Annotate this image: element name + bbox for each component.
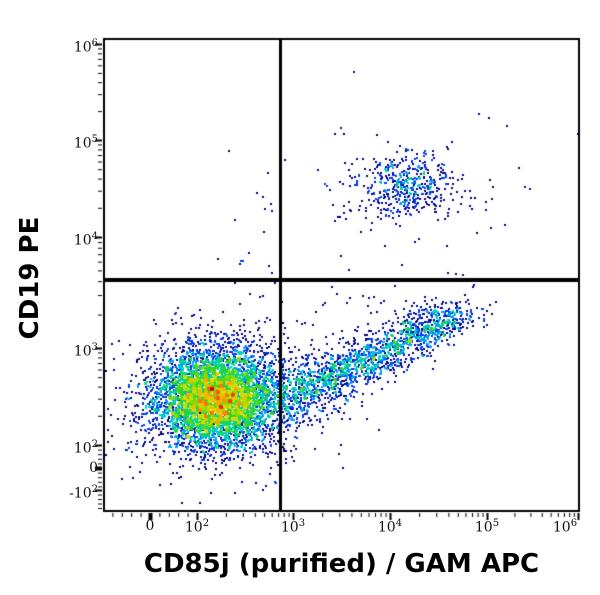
x-tick-label: 105 bbox=[474, 518, 500, 536]
y-tick-label: -102 bbox=[69, 484, 98, 502]
y-tick-label: 102 bbox=[73, 439, 98, 457]
x-tick-label: 106 bbox=[552, 518, 578, 536]
y-tick-label: 105 bbox=[73, 134, 98, 152]
x-tick-label: 103 bbox=[280, 518, 306, 536]
y-axis-title: CD19 PE bbox=[15, 216, 45, 340]
x-tick-label: 104 bbox=[377, 518, 403, 536]
y-tick-label: 103 bbox=[73, 342, 98, 360]
y-tick-label: 106 bbox=[73, 38, 98, 56]
y-tick-label: 104 bbox=[73, 231, 98, 249]
x-tick-label: 102 bbox=[184, 518, 210, 536]
x-axis-title: CD85j (purified) / GAM APC bbox=[143, 549, 540, 579]
x-tick-label: 0 bbox=[145, 518, 155, 534]
y-tick-label: 0 bbox=[89, 460, 98, 476]
